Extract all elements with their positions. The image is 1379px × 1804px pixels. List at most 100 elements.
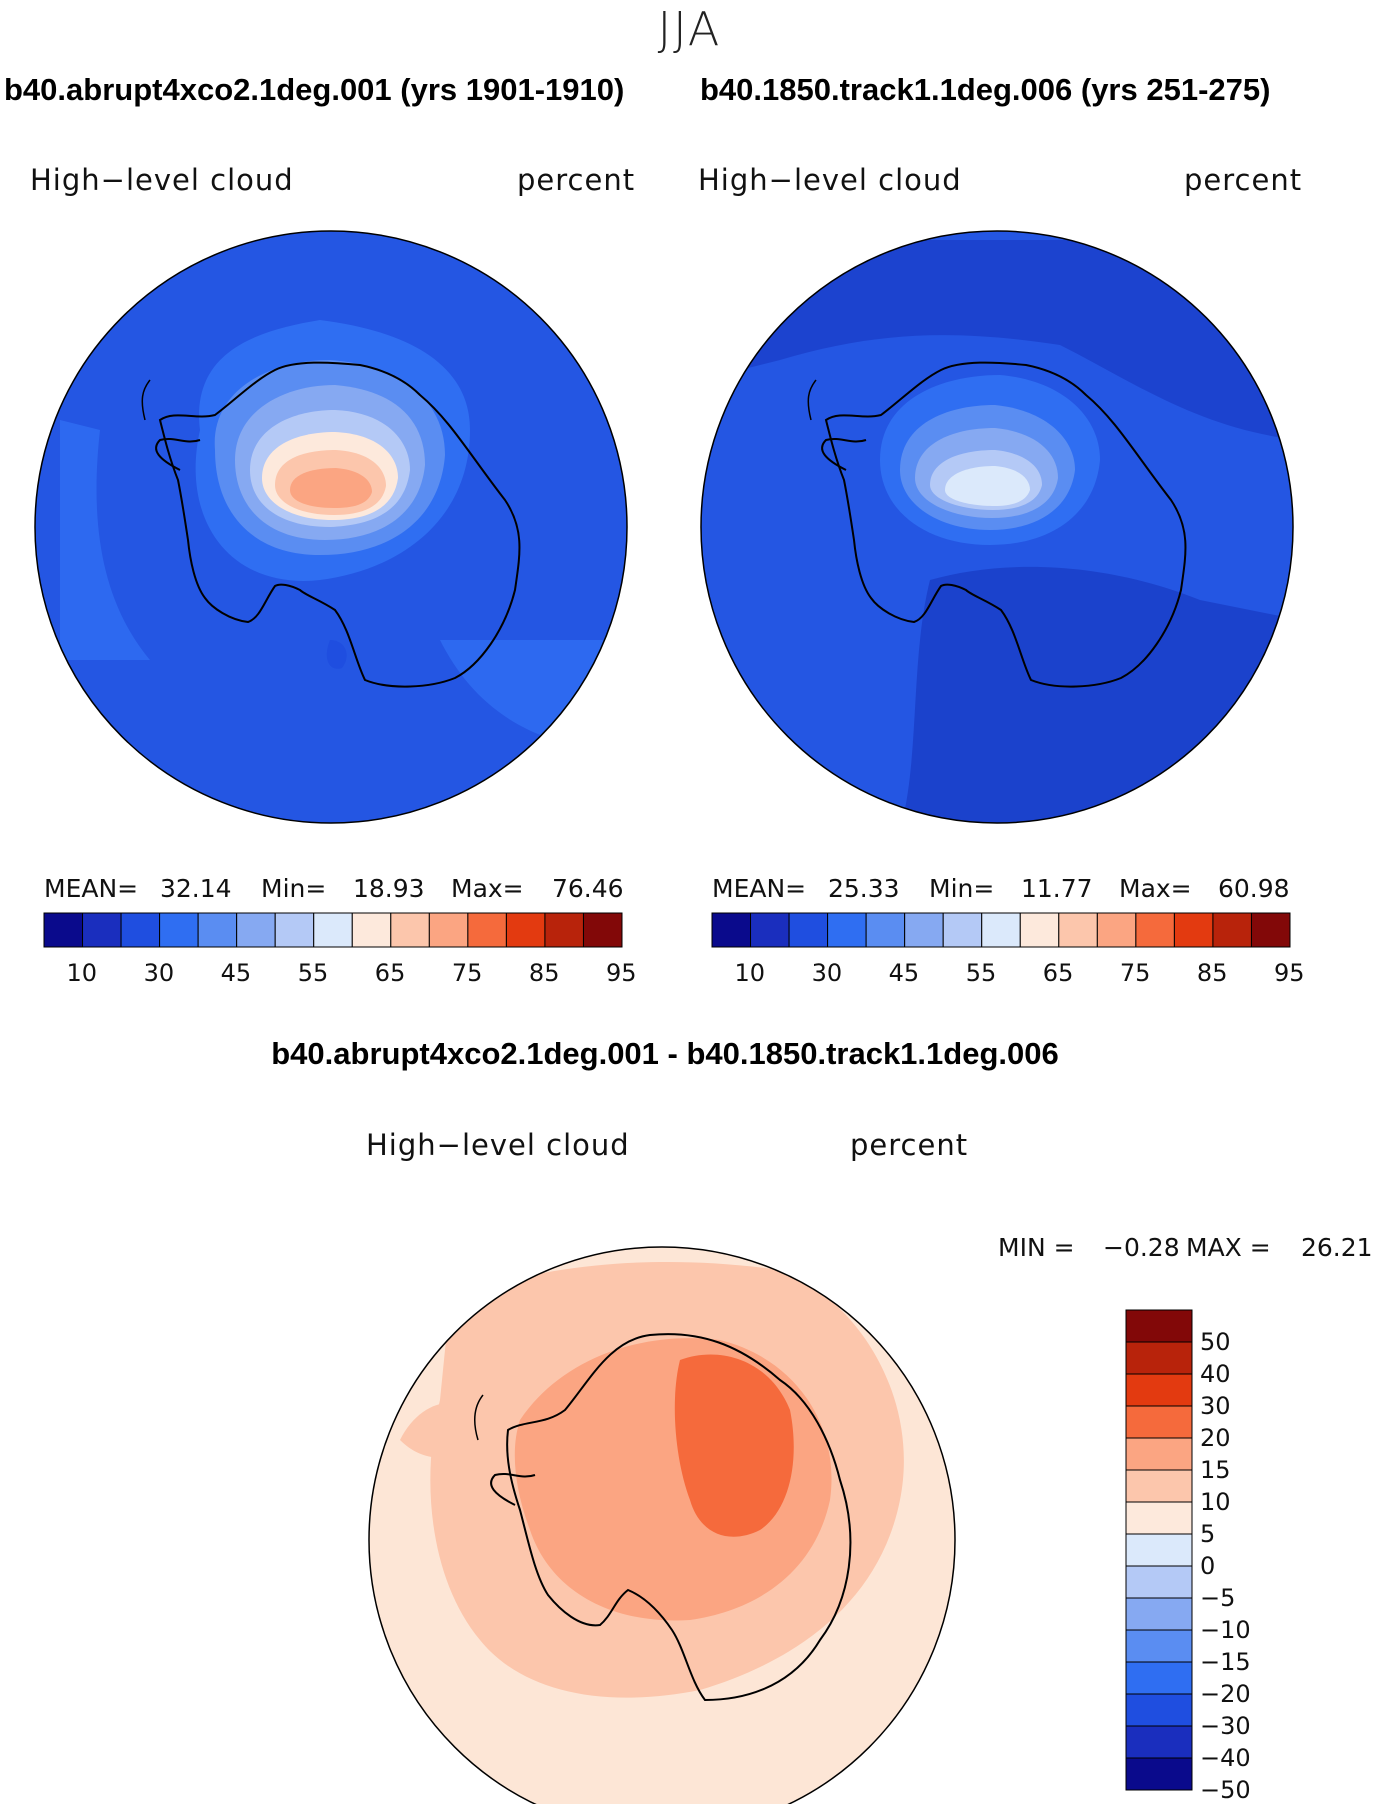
diff-colorbar-swatch — [1125, 1725, 1193, 1759]
diff-title: b40.abrupt4xco2.1deg.001 - b40.1850.trac… — [271, 1036, 1059, 1071]
diff-colorbar-swatch — [1125, 1661, 1193, 1695]
diff-colorbar-tick-label: −20 — [1200, 1680, 1251, 1708]
panel1-variable-label: High−level cloud — [30, 163, 294, 197]
colorbar-tick-label: 95 — [606, 959, 637, 987]
panel2-max-value: 60.98 — [1218, 874, 1290, 903]
colorbar-swatch — [904, 912, 944, 948]
colorbar-swatch — [788, 912, 829, 948]
colorbar-swatch — [1173, 912, 1214, 948]
panel2-min-value: 11.77 — [1021, 874, 1093, 903]
diff-colorbar-tick-label: 5 — [1200, 1520, 1216, 1548]
panel2-mean-label: MEAN= — [712, 874, 807, 903]
colorbar-swatch — [82, 912, 122, 948]
colorbar-tick-label: 45 — [220, 959, 252, 987]
panel1-case-title: b40.abrupt4xco2.1deg.001 (yrs 1901-1910) — [4, 72, 625, 107]
diff-antarctica-coastline — [506, 1333, 852, 1702]
colorbar-swatch — [428, 912, 469, 948]
diff-max-label: MAX = — [1186, 1233, 1271, 1262]
diff-colorbar-tick-label: 20 — [1200, 1424, 1231, 1452]
diff-colorbar-swatch — [1125, 1565, 1193, 1599]
colorbar-swatch — [1019, 912, 1060, 948]
panel2-colorbar — [711, 912, 1291, 948]
colorbar-tick-label: 65 — [1042, 959, 1074, 987]
panel2-field — [701, 231, 1293, 823]
diff-colorbar-swatch — [1125, 1469, 1193, 1503]
diff-colorbar-swatch — [1125, 1373, 1193, 1407]
colorbar-swatch — [351, 912, 392, 948]
panel1-min-label: Min= — [261, 874, 327, 903]
panel1-mean-value: 32.14 — [160, 874, 232, 903]
panel1-colorbar — [43, 912, 623, 948]
diff-colorbar-swatch — [1125, 1757, 1193, 1791]
diff-colorbar-tick-label: 50 — [1200, 1328, 1231, 1356]
diff-colorbar-tick-label: 0 — [1200, 1552, 1216, 1580]
diff-colorbar-tick-label: −30 — [1200, 1712, 1251, 1740]
colorbar-swatch — [236, 912, 276, 948]
panel1-max-value: 76.46 — [552, 874, 624, 903]
panel2-max-label: Max= — [1119, 874, 1192, 903]
diff-colorbar-tick-label: −40 — [1200, 1744, 1251, 1772]
colorbar-tick-label: 85 — [528, 959, 560, 987]
colorbar-swatch — [865, 912, 906, 948]
colorbar-swatch — [159, 912, 199, 948]
colorbar-tick-label: 65 — [374, 959, 406, 987]
panel2-variable-label: High−level cloud — [698, 163, 962, 197]
diff-max-value: 26.21 — [1301, 1233, 1373, 1262]
colorbar-swatch — [1135, 912, 1175, 948]
colorbar-swatch — [43, 912, 84, 948]
colorbar-swatch — [197, 912, 238, 948]
diff-min-label: MIN = — [998, 1233, 1075, 1262]
colorbar-swatch — [827, 912, 867, 948]
colorbar-tick-label: 75 — [1119, 959, 1151, 987]
panel1-field — [35, 231, 627, 823]
diff-colorbar-swatch — [1125, 1533, 1193, 1567]
colorbar-swatch — [981, 912, 1021, 948]
diff-colorbar-swatch — [1125, 1405, 1193, 1439]
panel1-units-label: percent — [517, 163, 636, 197]
colorbar-swatch — [274, 912, 315, 948]
diff-colorbar-swatch — [1125, 1341, 1193, 1375]
colorbar-swatch — [390, 912, 430, 948]
panel1-mean-label: MEAN= — [44, 874, 139, 903]
colorbar-swatch — [313, 912, 353, 948]
diff-colorbar-tick-label: −5 — [1200, 1584, 1236, 1612]
colorbar-swatch — [1096, 912, 1137, 948]
colorbar-tick-label: 30 — [811, 959, 843, 987]
colorbar-tick-label: 10 — [66, 959, 98, 987]
colorbar-tick-label: 75 — [451, 959, 483, 987]
colorbar-tick-label: 45 — [888, 959, 920, 987]
colorbar-swatch — [544, 912, 584, 948]
diff-variable-label: High−level cloud — [366, 1128, 630, 1162]
panel2-case-title: b40.1850.track1.1deg.006 (yrs 251-275) — [700, 72, 1271, 107]
diff-colorbar-swatch — [1125, 1501, 1193, 1535]
panel2-mean-value: 25.33 — [828, 874, 900, 903]
panel2-min-label: Min= — [929, 874, 995, 903]
diff-colorbar-tick-label: −15 — [1200, 1648, 1251, 1676]
colorbar-swatch — [942, 912, 983, 948]
colorbar-swatch — [467, 912, 507, 948]
diff-colorbar-swatch — [1125, 1309, 1193, 1343]
diff-colorbar-tick-label: 10 — [1200, 1488, 1231, 1516]
colorbar-tick-label: 10 — [734, 959, 766, 987]
colorbar-tick-label: 30 — [143, 959, 175, 987]
colorbar-swatch — [711, 912, 752, 948]
diff-min-value: −0.28 — [1103, 1233, 1180, 1262]
diff-colorbar-swatch — [1125, 1629, 1193, 1663]
diff-colorbar-tick-label: 40 — [1200, 1360, 1231, 1388]
diff-colorbar-swatch — [1125, 1693, 1193, 1727]
colorbar-swatch — [1058, 912, 1098, 948]
diff-field — [369, 1247, 955, 1804]
colorbar-swatch — [1212, 912, 1252, 948]
colorbar-swatch — [750, 912, 790, 948]
diff-colorbar-tick-label: 15 — [1200, 1456, 1231, 1484]
colorbar-tick-label: 55 — [965, 959, 997, 987]
panel2-antarctica-coastline — [824, 361, 1187, 688]
panel1-max-label: Max= — [451, 874, 524, 903]
colorbar-tick-label: 55 — [297, 959, 329, 987]
panel1-antarctica-coastline — [158, 361, 521, 688]
colorbar-swatch — [582, 912, 623, 948]
colorbar-swatch — [1250, 912, 1291, 948]
panel2-units-label: percent — [1184, 163, 1303, 197]
diff-colorbar-tick-label: −10 — [1200, 1616, 1251, 1644]
